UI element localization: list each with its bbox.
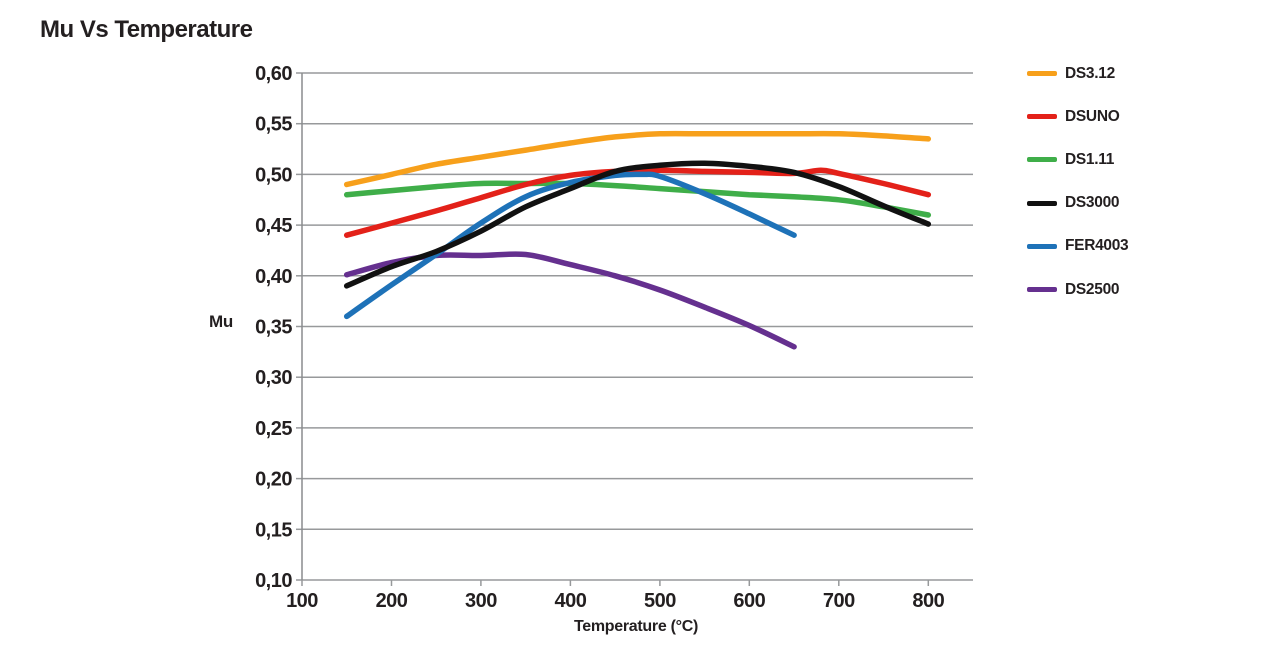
x-tick-label: 600	[733, 590, 765, 612]
legend-label: FER4003	[1065, 237, 1129, 255]
series-line-DS1.11	[343, 180, 932, 218]
legend-swatch-DS3.12	[1027, 71, 1057, 77]
chart-title: Mu Vs Temperature	[40, 16, 253, 43]
y-tick-label: 0,45	[255, 215, 292, 237]
series-line-DS3.12	[343, 130, 932, 188]
legend-swatch-DS2500	[1027, 287, 1057, 293]
series-line-DSUNO	[343, 167, 932, 238]
legend-item-DS3.12: DS3.12	[1027, 52, 1227, 95]
x-tick-label: 300	[465, 590, 497, 612]
x-tick-label: 200	[376, 590, 408, 612]
y-tick-label: 0,35	[255, 317, 292, 339]
x-tick-label: 800	[912, 590, 944, 612]
y-tick-label: 0,50	[255, 164, 292, 186]
legend-label: DS3000	[1065, 194, 1120, 212]
legend-label: DSUNO	[1065, 107, 1120, 125]
y-tick-label: 0,20	[255, 469, 292, 491]
x-tick-label: 500	[644, 590, 676, 612]
legend-label: DS2500	[1065, 280, 1120, 298]
y-tick-label: 0,15	[255, 519, 292, 541]
x-tick-label: 700	[823, 590, 855, 612]
x-tick-label: 100	[286, 590, 318, 612]
y-tick-label: 0,40	[255, 266, 292, 288]
y-tick-label: 0,25	[255, 418, 292, 440]
legend-swatch-DSUNO	[1027, 114, 1057, 120]
x-axis-label: Temperature (°C)	[574, 618, 698, 635]
legend-item-DS2500: DS2500	[1027, 268, 1227, 311]
y-tick-label: 0,10	[255, 570, 292, 592]
legend-item-DS1.11: DS1.11	[1027, 138, 1227, 181]
y-tick-label: 0,60	[255, 63, 292, 85]
y-tick-label: 0,55	[255, 114, 292, 136]
y-tick-label: 0,30	[255, 367, 292, 389]
legend-swatch-DS1.11	[1027, 157, 1057, 163]
legend-item-DS3000: DS3000	[1027, 182, 1227, 225]
legend-label: DS1.11	[1065, 150, 1115, 168]
legend-swatch-DS3000	[1027, 200, 1057, 206]
legend-item-FER4003: FER4003	[1027, 225, 1227, 268]
legend: DS3.12 DSUNO DS1.11 DS3000 FER4003 DS2500	[1027, 52, 1227, 311]
legend-swatch-FER4003	[1027, 243, 1057, 249]
legend-item-DSUNO: DSUNO	[1027, 95, 1227, 138]
x-tick-label: 400	[554, 590, 586, 612]
y-axis-label: Mu	[209, 312, 233, 331]
series-line-DS3000	[343, 160, 932, 289]
legend-label: DS3.12	[1065, 64, 1115, 82]
